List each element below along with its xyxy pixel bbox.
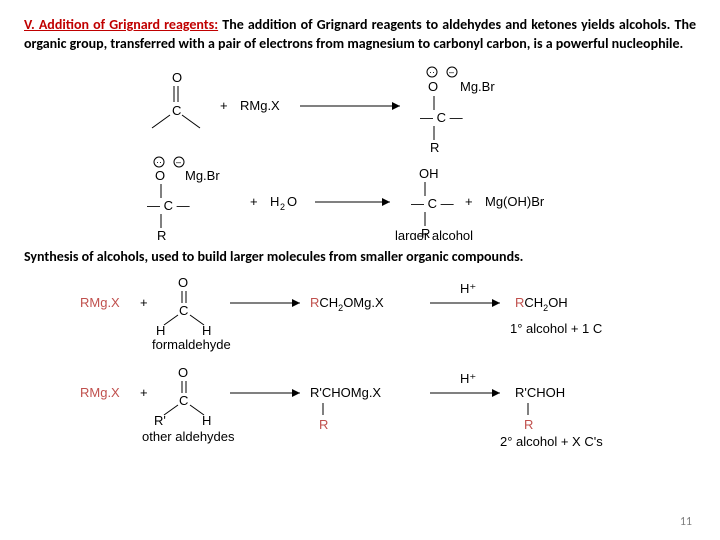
svg-text:RMg.X: RMg.X: [80, 295, 120, 310]
section-paragraph: V. Addition of Grignard reagents: The ad…: [24, 16, 696, 54]
svg-text:··: ··: [156, 157, 162, 167]
formaldehyde-label: formaldehyde: [152, 337, 231, 352]
alcohol-synthesis-diagram: RMg.X + O C H H formaldehyde RCH2OMg.X H…: [70, 271, 650, 446]
svg-text:+: +: [465, 194, 473, 209]
svg-text:··: ··: [429, 67, 435, 77]
synthesis-subheading: Synthesis of alcohols, used to build lar…: [24, 248, 696, 267]
svg-text:— C —: — C —: [420, 110, 463, 125]
acid-label-2: H⁺: [460, 371, 476, 386]
svg-text:R: R: [524, 417, 533, 432]
larger-alcohol-label: larger alcohol: [395, 228, 473, 240]
svg-text:— C —: — C —: [411, 196, 454, 211]
svg-text:O: O: [155, 168, 165, 183]
plus-sign: +: [220, 98, 228, 113]
svg-text:–: –: [449, 67, 454, 77]
svg-text:C: C: [179, 303, 188, 318]
svg-text:R: R: [430, 140, 439, 155]
svg-text:C: C: [172, 103, 181, 118]
svg-text:H: H: [202, 413, 211, 428]
svg-text:+: +: [140, 295, 148, 310]
svg-text:H: H: [156, 323, 165, 338]
svg-text:R': R': [154, 413, 166, 428]
other-aldehydes-label: other aldehydes: [142, 429, 235, 444]
byproduct-label: Mg(OH)Br: [485, 194, 545, 209]
svg-text:O: O: [428, 79, 438, 94]
svg-text:R: R: [157, 228, 166, 240]
svg-text:H: H: [202, 323, 211, 338]
svg-text:–: –: [176, 157, 181, 167]
svg-text:O: O: [178, 275, 188, 290]
svg-text:— C —: — C —: [147, 198, 190, 213]
svg-text:O: O: [172, 70, 182, 85]
svg-text:OH: OH: [419, 166, 439, 181]
svg-text:RCH2OMg.X: RCH2OMg.X: [310, 295, 384, 313]
svg-text:C: C: [179, 393, 188, 408]
acid-label-1: H⁺: [460, 281, 476, 296]
primary-alcohol-label: 1° alcohol + 1 C: [510, 321, 602, 336]
svg-text:Mg.Br: Mg.Br: [460, 79, 495, 94]
grignard-mechanism-diagram: O C + RMg.X ·· – O Mg.Br — C — R ·· – O …: [120, 60, 600, 240]
svg-text:2: 2: [280, 202, 285, 212]
svg-text:R'CHOH: R'CHOH: [515, 385, 565, 400]
svg-text:RCH2OH: RCH2OH: [515, 295, 568, 313]
svg-text:Mg.Br: Mg.Br: [185, 168, 220, 183]
section-heading: V. Addition of Grignard reagents:: [24, 16, 218, 33]
rmgx-label: RMg.X: [240, 98, 280, 113]
svg-text:H: H: [270, 194, 279, 209]
svg-text:+: +: [140, 385, 148, 400]
svg-text:O: O: [178, 365, 188, 380]
svg-text:+: +: [250, 194, 258, 209]
svg-text:R: R: [319, 417, 328, 432]
svg-text:RMg.X: RMg.X: [80, 385, 120, 400]
page-number: 11: [680, 514, 692, 530]
svg-text:R'CHOMg.X: R'CHOMg.X: [310, 385, 381, 400]
secondary-alcohol-label: 2° alcohol + X C's: [500, 434, 603, 446]
svg-text:O: O: [287, 194, 297, 209]
